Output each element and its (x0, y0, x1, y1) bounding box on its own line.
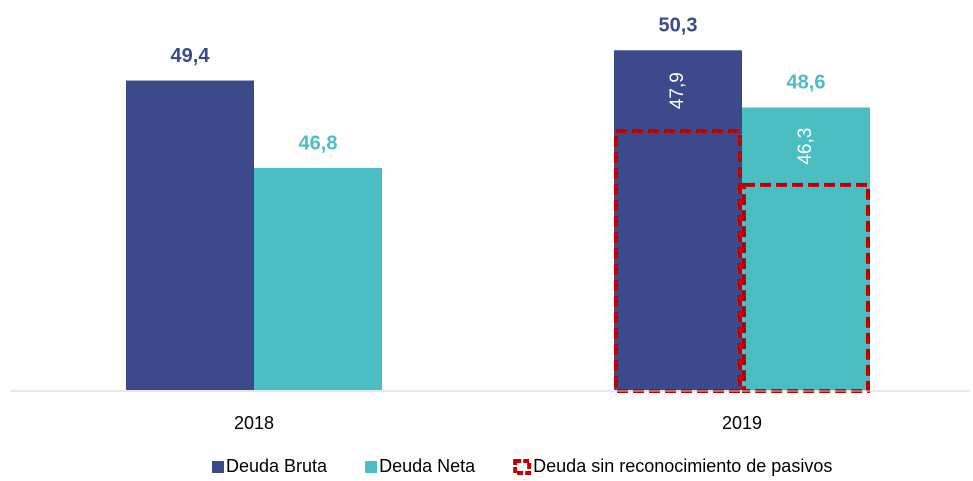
bar (742, 107, 870, 391)
legend-label: Deuda sin reconocimiento de pasivos (533, 456, 832, 476)
value-label: 50,3 (659, 15, 698, 37)
value-label: 48,6 (787, 72, 826, 94)
x-tick-label: 2019 (722, 413, 762, 433)
legend-swatch (212, 461, 224, 473)
legend-swatch (365, 461, 378, 473)
legend-label: Deuda Neta (379, 456, 476, 476)
x-tick-label: 2018 (234, 413, 274, 433)
bar (614, 50, 742, 390)
value-label: 49,4 (171, 45, 211, 67)
overlay-label: 47,9 (667, 72, 688, 109)
bar (254, 168, 382, 390)
overlay-label: 46,3 (795, 128, 816, 165)
legend-swatch (513, 459, 532, 475)
bar (126, 80, 254, 390)
value-label: 46,8 (299, 132, 338, 154)
legend-label: Deuda Bruta (226, 456, 328, 476)
